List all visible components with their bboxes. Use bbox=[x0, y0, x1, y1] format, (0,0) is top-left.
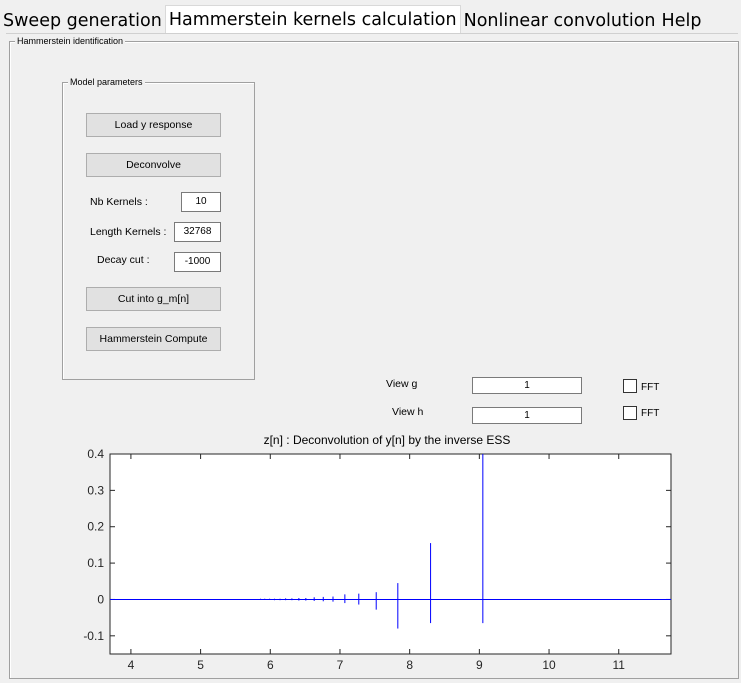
hammerstein-compute-button[interactable]: Hammerstein Compute bbox=[86, 327, 221, 351]
tab-bar: Sweep generation Hammerstein kernels cal… bbox=[0, 5, 705, 34]
tab-sweep-generation[interactable]: Sweep generation bbox=[0, 8, 165, 34]
x-tick-label: 5 bbox=[197, 658, 204, 672]
x-tick-label: 9 bbox=[476, 658, 483, 672]
x-tick-label: 6 bbox=[267, 658, 274, 672]
x-tick-label: 7 bbox=[337, 658, 344, 672]
tab-nonlinear-convolution[interactable]: Nonlinear convolution bbox=[460, 8, 659, 34]
y-tick-label: 0.3 bbox=[87, 483, 104, 497]
view-h-fft-label: FFT bbox=[641, 408, 660, 419]
x-tick-label: 8 bbox=[406, 658, 413, 672]
decay-cut-field[interactable]: -1000 bbox=[174, 252, 221, 272]
view-h-fft-checkbox[interactable] bbox=[623, 406, 637, 420]
view-g-fft-label: FFT bbox=[641, 382, 660, 393]
plot-ticks: 4 5 6 7 8 9 10 11 -0.1 0 0.1 0.2 0.3 0.4 bbox=[83, 447, 671, 672]
plot-title: z[n] : Deconvolution of y[n] by the inve… bbox=[264, 433, 511, 447]
x-tick-label: 10 bbox=[542, 658, 556, 672]
view-h-label: View h bbox=[392, 406, 424, 418]
model-parameters-frame: Model parameters bbox=[62, 76, 255, 380]
decay-cut-label: Decay cut : bbox=[97, 254, 150, 266]
view-g-field[interactable]: 1 bbox=[472, 377, 582, 394]
hammerstein-identification-title: Hammerstein identification bbox=[15, 35, 126, 47]
plot-marks bbox=[110, 454, 671, 629]
tab-help[interactable]: Help bbox=[658, 8, 705, 34]
view-g-label: View g bbox=[386, 378, 418, 390]
deconvolve-button[interactable]: Deconvolve bbox=[86, 153, 221, 177]
model-parameters-title: Model parameters bbox=[68, 76, 145, 88]
x-tick-label: 4 bbox=[128, 658, 135, 672]
y-tick-label: 0.2 bbox=[87, 520, 104, 534]
view-g-fft-checkbox[interactable] bbox=[623, 379, 637, 393]
hammerstein-identification-frame: Hammerstein identification bbox=[9, 35, 739, 679]
x-tick-label: 11 bbox=[612, 658, 625, 672]
tab-hammerstein-kernels[interactable]: Hammerstein kernels calculation bbox=[164, 5, 461, 34]
length-kernels-field[interactable]: 32768 bbox=[174, 222, 221, 242]
length-kernels-label: Length Kernels : bbox=[90, 226, 167, 238]
y-tick-label: 0.1 bbox=[87, 556, 104, 570]
view-h-field[interactable]: 1 bbox=[472, 407, 582, 424]
y-tick-label: 0 bbox=[97, 592, 104, 606]
y-tick-label: -0.1 bbox=[83, 629, 104, 643]
plot-axes-box bbox=[109, 453, 672, 655]
load-y-response-button[interactable]: Load y response bbox=[86, 113, 221, 137]
nb-kernels-field[interactable]: 10 bbox=[181, 192, 221, 212]
cut-into-gm-button[interactable]: Cut into g_m[n] bbox=[86, 287, 221, 311]
y-tick-label: 0.4 bbox=[87, 447, 104, 461]
nb-kernels-label: Nb Kernels : bbox=[90, 196, 148, 208]
